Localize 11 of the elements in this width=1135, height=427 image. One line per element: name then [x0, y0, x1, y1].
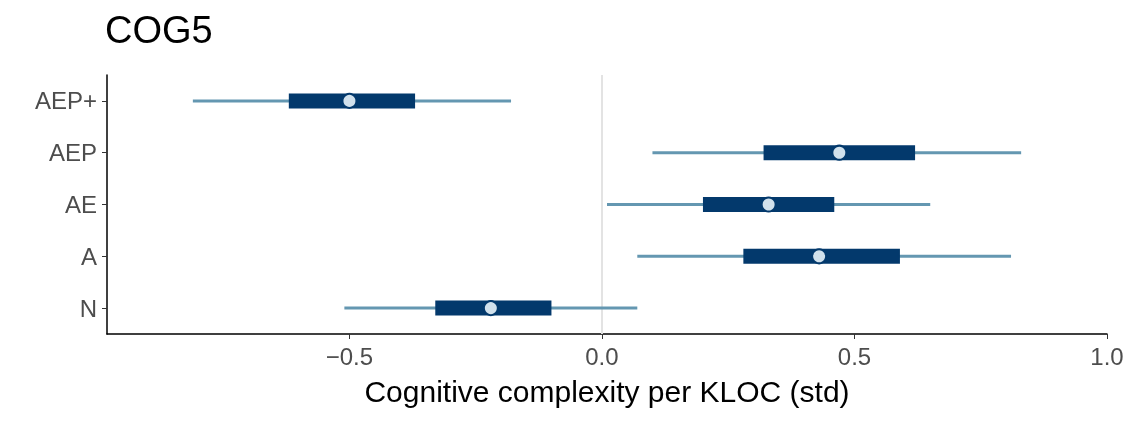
y-tick-label: AEP — [48, 139, 97, 167]
chart-title: COG5 — [105, 9, 213, 51]
x-axis-title: Cognitive complexity per KLOC (std) — [364, 374, 850, 408]
x-tick-label: 0.0 — [585, 342, 619, 370]
x-tick-label: 0.5 — [837, 342, 872, 370]
y-tick-label: AEP+ — [34, 87, 97, 115]
y-tick-label: N — [79, 294, 97, 322]
x-tick-label: 1.0 — [1090, 342, 1124, 370]
y-tick-label: AE — [64, 191, 97, 218]
y-tick-label: A — [80, 242, 97, 270]
x-tick-label: −0.5 — [325, 342, 374, 370]
